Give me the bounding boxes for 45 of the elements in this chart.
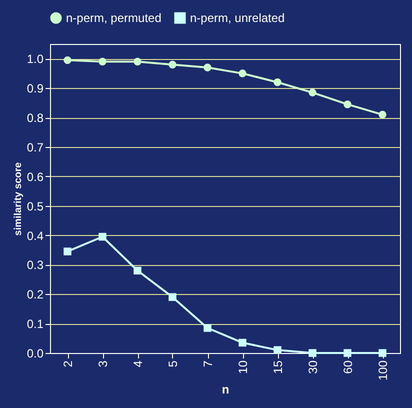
y-tick-label: 0.1 [26,317,44,332]
point [344,349,352,357]
point [98,58,106,66]
point [134,266,142,274]
point [64,56,72,64]
y-tick-label: 1.0 [26,52,44,66]
x-axis-title: n [222,382,230,397]
point [168,60,176,68]
x-tick-label: 10 [236,360,250,374]
x-tick-label: 4 [131,360,145,368]
point [134,58,142,66]
point [238,338,246,347]
y-tick-label: 0.4 [26,228,44,243]
point [308,349,316,357]
legend-label: n-perm, unrelated [190,11,285,25]
y-tick-label: 0.8 [26,111,44,126]
point [204,324,212,332]
y-tick-label: 0.9 [26,82,44,96]
point [378,349,386,357]
point [274,78,282,86]
x-tick-label: 60 [341,360,355,374]
x-tick-label: 7 [201,360,215,368]
point [274,346,282,354]
y-tick-label: 0.7 [26,140,44,154]
legend-label: n-perm, permuted [66,11,162,25]
point [378,110,386,118]
point [98,232,106,241]
y-tick-label: 0.6 [26,170,44,184]
point [64,248,72,256]
x-tick-label: 30 [306,360,320,374]
y-tick-label: 0.0 [26,346,44,360]
x-tick-label: 3 [96,360,110,368]
point [168,293,176,301]
point [238,70,246,78]
y-tick-label: 0.3 [26,258,44,272]
x-tick-label: 100 [376,360,390,381]
y-axis-title: similarity score [12,162,24,236]
y-tick-label: 0.5 [26,199,44,214]
y-tick-label: 0.2 [26,288,44,302]
x-tick-label: 2 [61,360,75,368]
x-tick-label: 15 [271,360,285,374]
point [204,64,212,72]
x-tick-label: 5 [166,360,180,368]
point [308,88,316,96]
point [344,100,352,108]
